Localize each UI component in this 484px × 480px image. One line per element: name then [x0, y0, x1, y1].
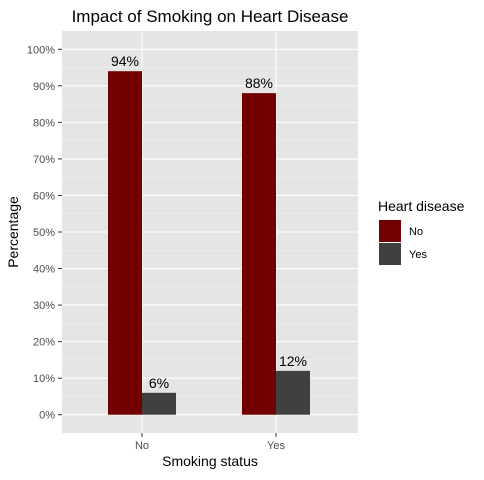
- bar: [242, 93, 276, 415]
- legend-title: Heart disease: [378, 198, 465, 214]
- legend-swatch: [379, 243, 401, 265]
- y-tick-label: 20%: [33, 337, 55, 349]
- y-tick-label: 70%: [33, 154, 55, 166]
- bar: [108, 71, 142, 415]
- data-label: 12%: [279, 353, 307, 369]
- legend-swatch: [379, 220, 401, 242]
- y-tick-label: 0%: [39, 410, 55, 422]
- y-tick-label: 80%: [33, 117, 55, 129]
- y-axis-title: Percentage: [5, 196, 21, 268]
- legend-items: No Yes: [379, 220, 427, 265]
- data-label: 6%: [149, 375, 169, 391]
- y-tick-label: 50%: [33, 227, 55, 239]
- y-tick-label: 100%: [27, 44, 55, 56]
- y-axis: 0% 10% 20% 30% 40% 50% 60% 70% 80% 90% 100%: [27, 44, 62, 421]
- legend-label: No: [409, 226, 423, 238]
- y-tick-label: 30%: [33, 300, 55, 312]
- data-label: 94%: [111, 53, 139, 69]
- bar: [142, 393, 176, 415]
- legend: Heart disease No Yes: [378, 198, 465, 265]
- x-axis: No Yes: [135, 433, 285, 452]
- bar: [276, 371, 310, 415]
- chart-title: Impact of Smoking on Heart Disease: [72, 7, 349, 26]
- y-tick-label: 90%: [33, 81, 55, 93]
- y-tick-label: 10%: [33, 373, 55, 385]
- x-tick-label: No: [135, 440, 149, 452]
- legend-label: Yes: [409, 249, 427, 261]
- y-tick-label: 40%: [33, 264, 55, 276]
- y-tick-label: 60%: [33, 190, 55, 202]
- x-axis-title: Smoking status: [162, 453, 258, 469]
- data-label: 88%: [245, 75, 273, 91]
- x-tick-label: Yes: [267, 440, 285, 452]
